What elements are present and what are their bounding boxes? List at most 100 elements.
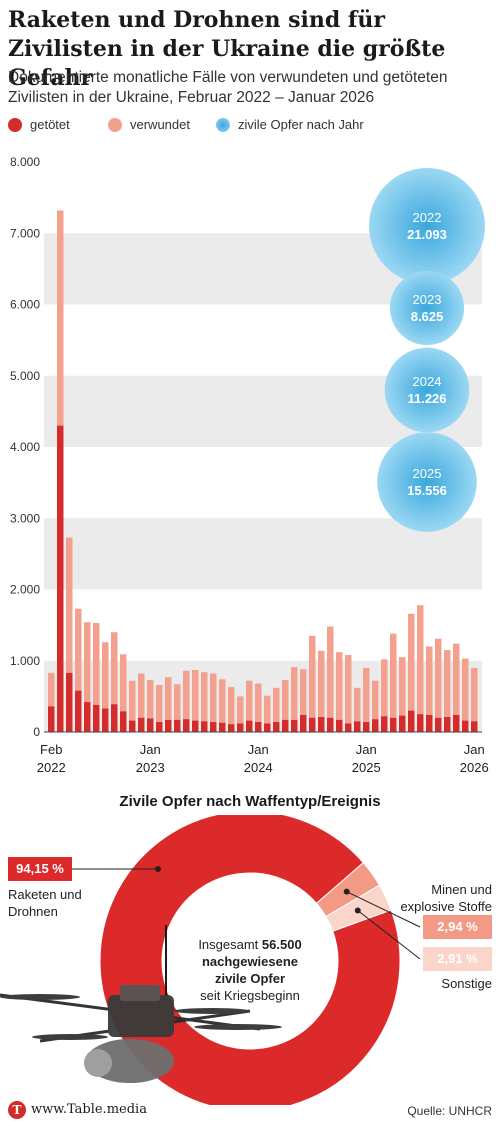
bar-wounded [435,638,442,718]
bar-killed [291,719,298,732]
badge-other: 2,91 % [423,947,492,971]
y-tick-label: 0 [33,725,40,739]
bar-wounded [327,626,334,718]
bar-killed [201,721,208,732]
bar-wounded [93,622,100,705]
label-mines-line2: explosive Stoffe [400,899,492,914]
bar-wounded [48,672,55,707]
bar-wounded [192,670,199,721]
bar-killed [300,714,307,732]
y-tick-label: 6.000 [10,298,40,312]
bar-wounded [417,605,424,715]
y-tick-label: 7.000 [10,226,40,240]
bubble-year-label: 2025 [413,466,442,481]
bar-killed [147,718,154,732]
bar-killed [381,716,388,732]
label-missiles-drones-line2: Drohnen [8,904,58,919]
bar-killed [309,717,316,732]
bar-killed [471,721,478,732]
bar-killed [327,717,334,732]
bar-killed [399,715,406,732]
donut-title: Zivile Opfer nach Waffentyp/Ereignis [119,793,381,810]
bar-wounded [354,687,361,722]
x-tick-label: Jan [464,742,485,757]
drone-payload-nose [84,1049,112,1077]
bar-wounded [381,659,388,717]
bar-killed [66,672,73,732]
x-tick-label: Jan [248,742,269,757]
bar-wounded [426,646,433,715]
bar-killed [84,702,91,732]
drone-propeller [194,1024,282,1030]
bar-killed [111,704,118,732]
bar-wounded [228,687,235,725]
bar-killed [444,717,451,732]
bubble-value-label: 8.625 [411,309,444,324]
badge-missiles-drones: 94,15 % [8,857,72,881]
grid-band [44,518,482,590]
bubble-year-label: 2024 [413,374,442,389]
bar-wounded [183,670,190,720]
y-tick-label: 8.000 [10,155,40,169]
donut-slice [99,815,401,1105]
bar-killed [273,722,280,732]
bar-wounded [237,696,244,724]
x-tick-label-year: 2023 [136,760,165,775]
drone-propeller [0,994,80,1000]
legend-label-wounded: verwundet [130,117,190,132]
bubble-year-label: 2023 [413,292,442,307]
bar-killed [57,425,64,732]
bar-wounded [129,680,136,721]
x-tick-label-year: 2026 [460,760,489,775]
year-bubble [384,347,470,433]
bar-killed [354,721,361,732]
bar-wounded [336,652,343,720]
bar-wounded [174,684,181,720]
center-line4: seit Kriegsbeginn [200,988,300,1003]
bar-killed [183,719,190,732]
center-line1: Insgesamt [198,937,259,952]
bar-killed [156,722,163,732]
bar-wounded [255,683,262,723]
y-tick-label: 1.000 [10,654,40,668]
bar-killed [228,724,235,732]
y-tick-label: 4.000 [10,440,40,454]
drone-battery [120,985,160,1001]
legend-label-yearly: zivile Opfer nach Jahr [238,117,364,132]
bar-killed [246,720,253,732]
x-tick-label-year: 2022 [37,760,66,775]
bar-killed [129,720,136,732]
bar-killed [93,704,100,732]
bar-wounded [444,650,451,718]
legend-swatch-wounded [108,118,122,132]
drone-body [108,995,174,1037]
label-missiles-drones-line1: Raketen und [8,887,82,902]
bar-wounded [291,667,298,720]
bar-wounded [264,695,271,724]
bar-wounded [219,679,226,723]
bar-wounded [201,672,208,722]
x-tick-label-year: 2025 [352,760,381,775]
leader-dot [343,888,350,895]
drone-propeller [32,1034,108,1040]
bar-wounded [345,655,352,724]
center-value: 56.500 [261,937,302,952]
bar-wounded [210,673,217,723]
bar-killed [318,717,325,732]
bar-wounded [147,679,154,719]
table-media-logo: T [8,1101,26,1119]
bar-wounded [156,684,163,723]
bar-killed [138,717,145,732]
bar-killed [75,690,82,732]
donut-center-text: Insgesamt 56.500 nachgewiesene zivile Op… [170,936,330,1004]
chart-subtitle: Dokumentierte monatliche Fälle von verwu… [8,69,448,106]
bar-killed [372,719,379,732]
bar-wounded [408,613,415,711]
bar-wounded [453,643,460,715]
leader-line [346,891,421,928]
bar-killed [255,722,262,732]
bar-killed [102,708,109,732]
bar-wounded [66,537,73,673]
bar-wounded [318,650,325,718]
bar-wounded [282,679,289,720]
